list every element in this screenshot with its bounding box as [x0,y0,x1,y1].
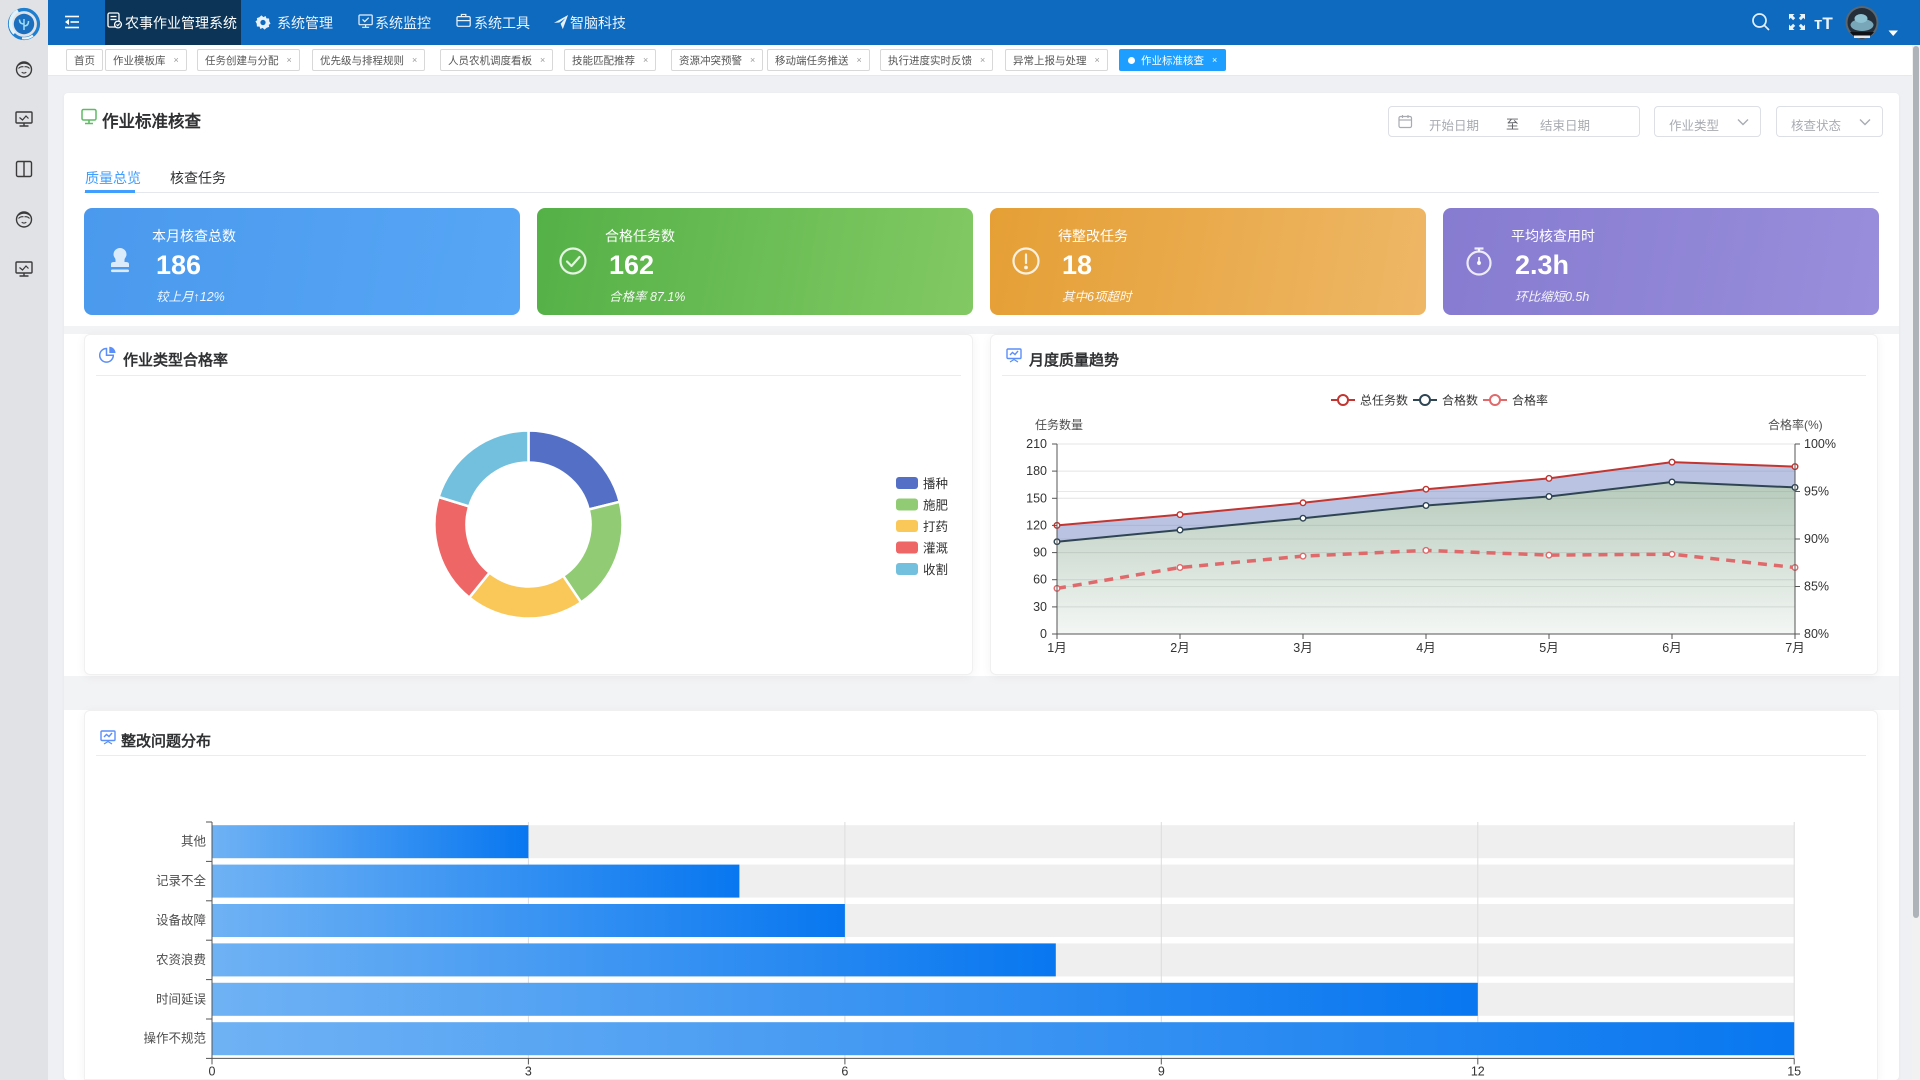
svg-text:ᴛT: ᴛT [1814,14,1833,33]
svg-text:合格率: 合格率 [1512,393,1548,408]
svg-text:7月: 7月 [1785,641,1804,655]
svg-text:15: 15 [1787,1064,1801,1078]
svg-text:6: 6 [841,1064,848,1078]
svg-text:180: 180 [1026,464,1047,478]
svg-text:5月: 5月 [1539,641,1558,655]
svg-text:时间延误: 时间延误 [156,992,207,1006]
svg-text:60: 60 [1033,573,1047,587]
svg-text:0: 0 [1040,627,1047,641]
svg-text:总任务数: 总任务数 [1360,393,1408,408]
svg-text:90: 90 [1033,546,1047,560]
svg-text:210: 210 [1026,437,1047,451]
svg-text:合格率(%): 合格率(%) [1768,417,1823,432]
svg-text:100%: 100% [1804,437,1836,451]
svg-text:播种: 播种 [923,477,948,491]
svg-text:设备故障: 设备故障 [156,913,206,928]
svg-text:9: 9 [1158,1064,1165,1078]
svg-text:120: 120 [1026,518,1047,532]
svg-text:3月: 3月 [1293,641,1312,655]
svg-text:农事作业管理系统: 农事作业管理系统 [125,15,237,31]
svg-text:农资浪费: 农资浪费 [156,952,206,967]
svg-text:95%: 95% [1804,485,1829,499]
svg-text:合格数: 合格数 [1442,393,1478,408]
svg-text:1月: 1月 [1047,641,1066,655]
svg-text:2月: 2月 [1170,641,1189,655]
svg-text:80%: 80% [1804,627,1829,641]
svg-text:12: 12 [1471,1064,1485,1078]
svg-text:任务数量: 任务数量 [1035,417,1083,432]
svg-text:系统工具: 系统工具 [474,15,530,31]
svg-text:0: 0 [209,1064,216,1078]
svg-text:其他: 其他 [181,835,207,849]
svg-text:施肥: 施肥 [923,499,949,513]
svg-text:系统监控: 系统监控 [375,15,431,31]
svg-text:30: 30 [1033,600,1047,614]
svg-text:3: 3 [525,1064,532,1078]
svg-text:智脑科技: 智脑科技 [570,15,626,31]
svg-text:90%: 90% [1804,532,1829,546]
svg-text:6月: 6月 [1662,641,1681,655]
svg-text:收割: 收割 [923,562,948,577]
svg-text:85%: 85% [1804,580,1829,594]
svg-text:打药: 打药 [923,520,948,534]
svg-text:150: 150 [1026,491,1047,505]
svg-text:记录不全: 记录不全 [156,873,207,888]
svg-text:操作不规范: 操作不规范 [143,1031,206,1046]
svg-text:4月: 4月 [1416,641,1435,655]
svg-text:系统管理: 系统管理 [277,15,333,31]
svg-text:灌溉: 灌溉 [923,542,948,556]
